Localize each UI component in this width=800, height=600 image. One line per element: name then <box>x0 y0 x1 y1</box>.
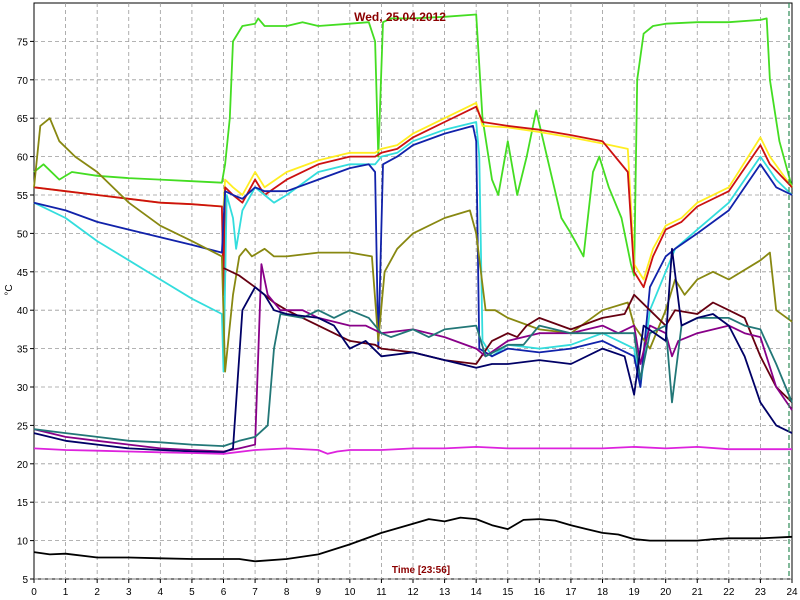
y-tick-label: 60 <box>17 153 29 164</box>
x-tick-label: 19 <box>629 587 641 598</box>
x-tick-label: 4 <box>158 587 164 598</box>
y-tick-label: 65 <box>17 114 29 125</box>
y-axis: 5 10 15 20 25 30 35 40 45 50 55 60 65 70 75 <box>17 37 34 586</box>
y-tick-label: 5 <box>22 575 28 586</box>
x-tick-label: 1 <box>63 587 69 598</box>
x-tick-label: 11 <box>376 587 387 598</box>
series-layer <box>33 13 793 563</box>
x-tick-label: 7 <box>252 587 258 598</box>
x-tick-label: 23 <box>755 587 767 598</box>
y-tick-label: 50 <box>17 229 29 240</box>
x-tick-label: 17 <box>565 587 577 598</box>
x-tick-label: 22 <box>723 587 735 598</box>
y-tick-label: 35 <box>17 345 29 356</box>
x-tick-label: 13 <box>439 587 451 598</box>
x-tick-label: 6 <box>221 587 227 598</box>
x-tick-label: 10 <box>344 587 356 598</box>
series-line-12 <box>33 516 793 563</box>
x-tick-label: 9 <box>315 587 321 598</box>
x-tick-label: 21 <box>692 587 704 598</box>
y-tick-label: 10 <box>17 537 29 548</box>
x-tick-label: 16 <box>534 587 546 598</box>
y-tick-label: 30 <box>17 383 29 394</box>
x-tick-label: 20 <box>660 587 672 598</box>
y-tick-label: 25 <box>17 421 29 432</box>
y-axis-label: °C <box>4 284 15 295</box>
x-tick-label: 12 <box>407 587 419 598</box>
y-tick-label: 75 <box>17 37 29 48</box>
series-line-11 <box>33 446 792 455</box>
grid <box>34 3 792 580</box>
y-tick-label: 15 <box>17 498 29 509</box>
x-tick-label: 18 <box>597 587 609 598</box>
y-tick-label: 40 <box>17 306 29 317</box>
series-line-4 <box>33 121 793 388</box>
series-line-3 <box>33 105 793 296</box>
x-tick-label: 2 <box>94 587 100 598</box>
series-line-1 <box>33 13 793 277</box>
x-tick-label: 24 <box>786 587 798 598</box>
series-line-10 <box>33 247 793 454</box>
x-axis: 0 1 2 3 4 5 6 7 8 9 10 11 12 13 14 15 16 17 18 19 20 21 22 23 24 <box>31 579 798 598</box>
x-tick-label: 3 <box>126 587 132 598</box>
x-tick-label: 14 <box>471 587 483 598</box>
series-line-7 <box>223 267 793 404</box>
x-tick-label: 15 <box>502 587 514 598</box>
x-tick-label: 0 <box>31 587 37 598</box>
y-tick-label: 70 <box>17 76 29 87</box>
series-line-6 <box>33 117 793 373</box>
y-tick-label: 20 <box>17 460 29 471</box>
x-tick-label: 8 <box>284 587 290 598</box>
y-tick-label: 55 <box>17 191 29 202</box>
y-tick-label: 45 <box>17 268 29 279</box>
x-axis-label: Time [23:56] <box>392 565 450 576</box>
chart-title: Wed, 25.04.2012 <box>354 10 446 24</box>
x-tick-label: 5 <box>189 587 195 598</box>
series-line-5 <box>33 125 793 388</box>
